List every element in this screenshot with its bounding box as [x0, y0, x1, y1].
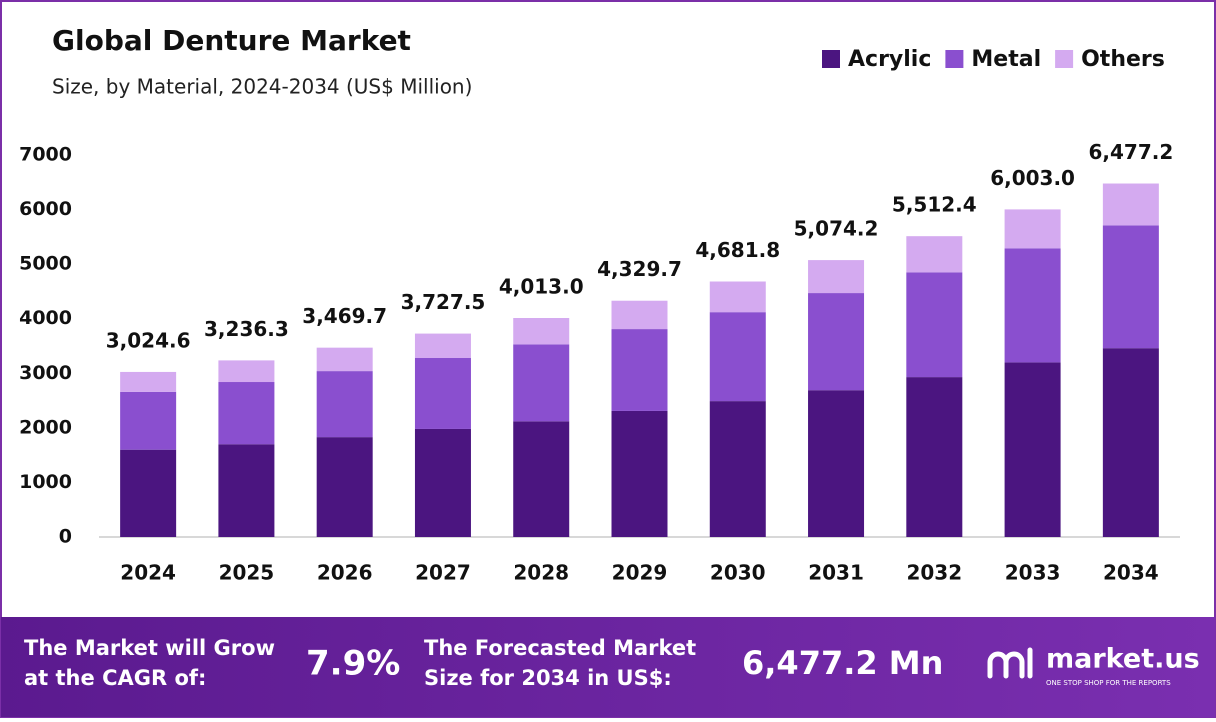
x-tick-label: 2034	[1103, 561, 1159, 585]
bar-segment	[808, 390, 865, 537]
total-label: 3,236.3	[204, 317, 289, 341]
bar-segment	[414, 358, 471, 429]
bar-segment	[218, 444, 275, 537]
bar-segment	[120, 371, 177, 392]
brand-tagline: ONE STOP SHOP FOR THE REPORTS	[1046, 679, 1171, 687]
bar-segment	[1004, 362, 1061, 537]
total-label: 6,477.2	[1088, 140, 1173, 164]
brand-name: market.us	[1046, 644, 1200, 675]
bar-segment	[1102, 348, 1159, 537]
y-tick-label: 2000	[19, 416, 72, 438]
y-tick-label: 5000	[19, 253, 72, 275]
x-tick-label: 2024	[120, 561, 176, 585]
bar-segment	[218, 360, 275, 383]
bar-segment	[611, 329, 668, 411]
bar-segment	[906, 236, 963, 273]
bar-segment	[1004, 209, 1061, 249]
chart-title: Global Denture Market	[52, 24, 411, 57]
total-label: 5,074.2	[794, 217, 879, 241]
legend-swatch	[1055, 50, 1074, 68]
bar-segment	[709, 312, 766, 402]
total-label: 4,013.0	[499, 275, 584, 299]
brand-logo	[987, 647, 1033, 679]
x-tick-label: 2029	[612, 561, 668, 585]
bar-segment	[808, 293, 865, 391]
legend-swatch	[945, 50, 964, 68]
bar-segment	[414, 428, 471, 537]
total-label: 4,681.8	[695, 238, 780, 262]
forecast-value: 6,477.2 Mn	[742, 644, 943, 682]
x-tick-label: 2030	[710, 561, 766, 585]
x-tick-label: 2032	[906, 561, 962, 585]
y-tick-label: 0	[59, 526, 72, 548]
x-tick-label: 2033	[1005, 561, 1061, 585]
total-label: 3,024.6	[106, 328, 191, 352]
cagr-value: 7.9%	[306, 644, 400, 684]
legend-label: Acrylic	[848, 47, 931, 72]
bar-segment	[906, 377, 963, 537]
chart-subtitle: Size, by Material, 2024-2034 (US$ Millio…	[52, 75, 472, 99]
total-label: 3,469.7	[302, 304, 387, 328]
bar-segment	[316, 371, 373, 438]
total-label: 3,727.5	[401, 290, 486, 314]
total-label: 6,003.0	[990, 166, 1075, 190]
bar-segment	[120, 391, 177, 450]
bar-segment	[611, 410, 668, 537]
legend-label: Metal	[971, 47, 1041, 72]
x-tick-label: 2031	[808, 561, 864, 585]
total-label: 5,512.4	[892, 193, 977, 217]
x-tick-label: 2025	[219, 561, 275, 585]
x-tick-label: 2028	[513, 561, 569, 585]
bar-segment	[611, 300, 668, 330]
bar-segment	[316, 437, 373, 537]
bar-segment	[513, 344, 570, 422]
bar-segment	[513, 318, 570, 345]
bar-segment	[709, 401, 766, 537]
bar-segment	[316, 347, 373, 372]
bar-segment	[414, 333, 471, 359]
total-label: 4,329.7	[597, 257, 682, 281]
bar-segment	[513, 421, 570, 537]
y-tick-label: 4000	[19, 307, 72, 329]
cagr-text: The Market will Grow	[24, 636, 275, 660]
forecast-text: Size for 2034 in US$:	[424, 666, 672, 690]
x-tick-label: 2026	[317, 561, 373, 585]
bar-segment	[218, 382, 275, 445]
y-tick-label: 1000	[19, 471, 72, 493]
cagr-text: at the CAGR of:	[24, 666, 206, 690]
legend-swatch	[822, 50, 840, 68]
y-tick-label: 3000	[19, 362, 72, 384]
bar-segment	[808, 260, 865, 294]
bar-segment	[1004, 248, 1061, 363]
bar-segment	[709, 281, 766, 313]
bar-segment	[1102, 183, 1159, 226]
x-tick-label: 2027	[415, 561, 471, 585]
bar-segment	[1102, 225, 1159, 349]
forecast-text: The Forecasted Market	[424, 636, 696, 660]
legend-label: Others	[1081, 47, 1165, 72]
y-tick-label: 7000	[19, 144, 72, 166]
bar-segment	[906, 272, 963, 378]
footer-band	[1, 617, 1215, 717]
bar-segment	[120, 449, 177, 537]
y-tick-label: 6000	[19, 198, 72, 220]
